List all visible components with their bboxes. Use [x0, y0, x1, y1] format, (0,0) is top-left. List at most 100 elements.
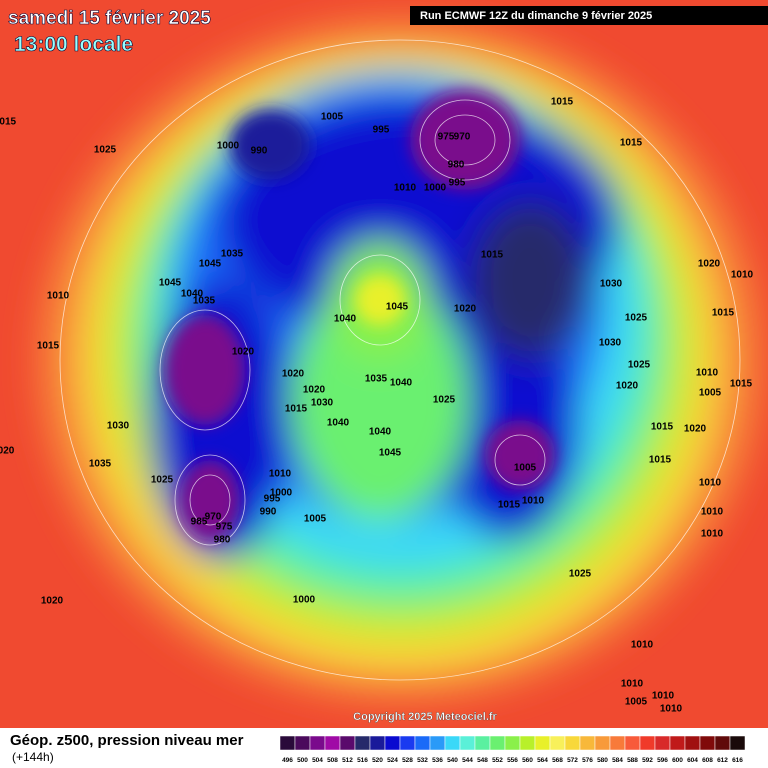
pressure-label: 1015: [649, 455, 672, 466]
scale-label: 612: [717, 757, 728, 764]
height-field: [0, 0, 768, 728]
scale-label: 520: [372, 757, 383, 764]
color-scale: 496 500 504 508 512 516 520 524 528 532 536 540 544 5…: [279, 735, 746, 764]
pressure-label: 990: [260, 507, 277, 518]
scale-label: 600: [672, 757, 683, 764]
pressure-label: 1005: [514, 463, 537, 474]
pressure-label: 1015: [37, 341, 60, 352]
scale-label: 588: [627, 757, 638, 764]
pressure-label: 1010: [660, 704, 683, 715]
copyright: Copyright 2025 Meteociel.fr: [353, 711, 497, 723]
scale-swatch: [564, 735, 581, 751]
header: samedi 15 février 2025 13:00 locale Run …: [8, 6, 768, 723]
scale-swatch: [609, 735, 626, 751]
pressure-label: 1040: [181, 289, 204, 300]
scale-label: 592: [642, 757, 653, 764]
pressure-label: 1010: [631, 640, 654, 651]
pressure-label: 1020: [41, 596, 64, 607]
pressure-label: 1040: [390, 378, 413, 389]
scale-swatch: [294, 735, 311, 751]
scale-swatch: [639, 735, 656, 751]
scale-label: 572: [567, 757, 578, 764]
time: 13:00 locale: [14, 33, 133, 56]
pressure-label: 1000: [270, 488, 293, 499]
pressure-label: 1040: [334, 314, 357, 325]
legend-subtitle: (+144h): [12, 750, 54, 764]
scale-swatch: [684, 735, 701, 751]
scale-swatch: [339, 735, 356, 751]
pressure-label: 1010: [696, 368, 719, 379]
pressure-label: 1045: [379, 448, 402, 459]
pressure-label: 1015: [730, 379, 753, 390]
scale-label: 568: [552, 757, 563, 764]
pressure-label: 1010: [522, 496, 545, 507]
pressure-label: 1000: [293, 595, 316, 606]
pressure-label: 1040: [327, 418, 350, 429]
pressure-label: 1040: [369, 427, 392, 438]
pressure-label: 1035: [221, 249, 244, 260]
pressure-label: 1020: [684, 424, 707, 435]
pressure-label: 980: [214, 535, 231, 546]
pressure-label: 1035: [89, 459, 112, 470]
scale-label: 576: [582, 757, 593, 764]
scale-label: 608: [702, 757, 713, 764]
scale-swatch: [534, 735, 551, 751]
scale-label: 512: [342, 757, 353, 764]
scale-swatch: [414, 735, 431, 751]
pressure-label: 1000: [217, 141, 240, 152]
scale-swatch: [654, 735, 671, 751]
scale-swatch: [729, 735, 746, 751]
pressure-label: 1005: [625, 697, 648, 708]
scale-label: 556: [507, 757, 518, 764]
pressure-label: 1015: [620, 138, 643, 149]
pressure-label: 975: [216, 522, 233, 533]
pressure-label: 1020: [698, 259, 721, 270]
scale-label: 516: [357, 757, 368, 764]
pressure-label: 1030: [599, 338, 622, 349]
pressure-label: 1015: [0, 117, 17, 128]
scale-label: 508: [327, 757, 338, 764]
scale-swatch: [459, 735, 476, 751]
scale-swatch: [594, 735, 611, 751]
pressure-label: 1010: [699, 478, 722, 489]
scale-swatch: [354, 735, 371, 751]
scale-label: 560: [522, 757, 533, 764]
run-box: [410, 6, 768, 25]
scale-label: 500: [297, 757, 308, 764]
pressure-label: 1020: [282, 369, 305, 380]
scale-label: 596: [657, 757, 668, 764]
pressure-label: 1010: [394, 183, 417, 194]
pressure-label: 1045: [159, 278, 182, 289]
pressure-label: 1015: [498, 500, 521, 511]
pressure-label: 1020: [232, 347, 255, 358]
pressure-label: 975: [438, 132, 455, 143]
pressure-label: 1030: [311, 398, 334, 409]
scale-swatch: [714, 735, 731, 751]
pressure-label: 1010: [701, 507, 724, 518]
scale-label: 532: [417, 757, 428, 764]
pressure-label: 1030: [600, 279, 623, 290]
pressure-label: 995: [449, 178, 466, 189]
scale-label: 584: [612, 757, 623, 764]
scale-swatch: [399, 735, 416, 751]
scale-label: 496: [282, 757, 293, 764]
scale-swatch: [489, 735, 506, 751]
pressure-label: 980: [448, 160, 465, 171]
scale-swatch: [549, 735, 566, 751]
pressure-label: 1015: [285, 404, 308, 415]
pressure-labels: 1015102510059951000990975970980101010009…: [0, 97, 754, 715]
pressure-label: 1015: [712, 308, 735, 319]
scale-label: 564: [537, 757, 548, 764]
pressure-label: 1025: [625, 313, 648, 324]
date: samedi 15 février 2025: [8, 8, 211, 29]
scale-label: 616: [732, 757, 743, 764]
pressure-label: 1010: [47, 291, 70, 302]
pressure-label: 1035: [193, 296, 216, 307]
pressure-label: 970: [454, 132, 471, 143]
pressure-label: 1005: [699, 388, 722, 399]
scale-swatch: [624, 735, 641, 751]
scale-label: 552: [492, 757, 503, 764]
scale-swatch: [444, 735, 461, 751]
scale-label: 604: [687, 757, 698, 764]
pressure-label: 1045: [386, 302, 409, 313]
